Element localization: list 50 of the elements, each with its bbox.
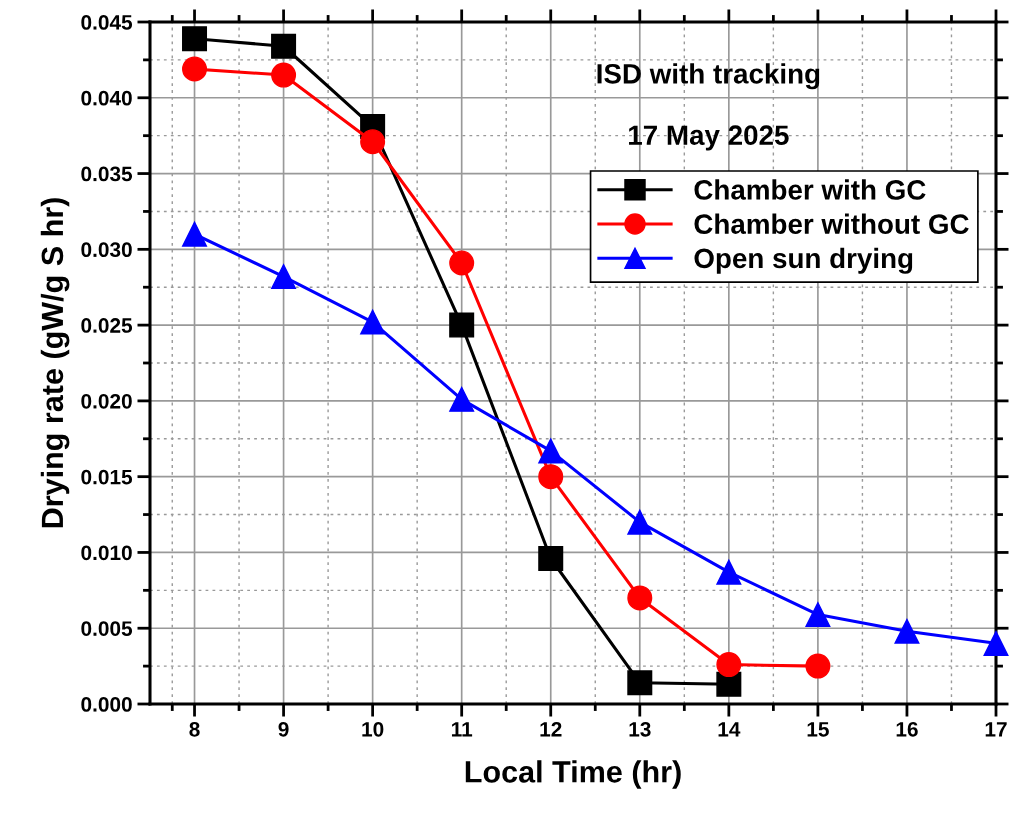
point: [271, 33, 297, 59]
y-tick-label: 0.030: [81, 242, 132, 258]
y-axis-title: Drying rate (gW/g S hr): [40, 198, 70, 528]
x-tick-label: 15: [807, 722, 829, 737]
point: [360, 309, 386, 335]
point: [449, 250, 475, 276]
y-tick-label: 0.045: [81, 15, 133, 30]
y-tick-label: 0.035: [81, 166, 133, 182]
legend-label: Chamber without GC: [694, 213, 969, 234]
x-tick-label: 14: [718, 722, 741, 737]
point: [182, 56, 208, 82]
x-tick-label: 12: [540, 721, 562, 737]
point: [182, 26, 208, 52]
point: [805, 602, 831, 628]
y-tick-label: 0.010: [81, 545, 132, 561]
x-tick-label: 10: [362, 721, 384, 737]
y-tick-label: 0.000: [81, 697, 132, 712]
annotation: 17 May 2025: [629, 125, 789, 151]
point: [449, 312, 475, 338]
point: [805, 653, 831, 679]
point: [627, 585, 653, 611]
point: [538, 464, 564, 490]
point: [360, 129, 386, 155]
legend-label: Chamber with GC: [694, 179, 926, 200]
point: [182, 221, 208, 247]
y-tick-label: 0.005: [81, 621, 133, 636]
point: [716, 652, 742, 678]
point: [271, 264, 297, 290]
point: [627, 670, 653, 696]
point: [449, 386, 475, 412]
annotation: ISD with tracking: [597, 63, 820, 90]
point: [983, 630, 1009, 656]
x-tick-label: 11: [451, 722, 473, 737]
legend-label: Open sun drying: [694, 247, 913, 274]
y-tick-label: 0.020: [81, 393, 132, 409]
x-tick-label: 17: [985, 722, 1007, 737]
x-tick-label: 8: [189, 721, 200, 737]
y-tick-label: 0.025: [81, 318, 133, 333]
x-tick-label: 16: [896, 721, 918, 737]
point: [271, 62, 297, 88]
point: [894, 618, 920, 644]
y-tick-label: 0.040: [81, 90, 132, 106]
x-axis-title: Local Time (hr): [465, 760, 681, 789]
point: [538, 546, 564, 572]
point: [716, 559, 742, 585]
point: [538, 438, 564, 464]
x-tick-label: 13: [629, 721, 651, 737]
y-tick-label: 0.015: [81, 469, 133, 485]
point: [627, 509, 653, 535]
x-tick-label: 9: [278, 721, 289, 737]
